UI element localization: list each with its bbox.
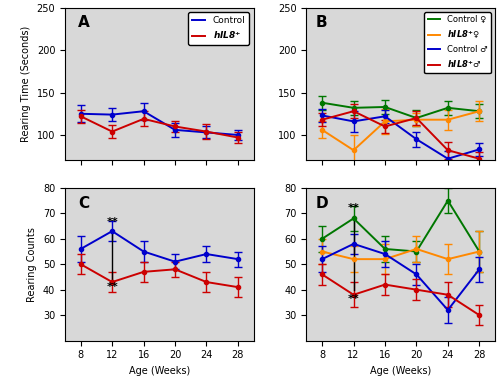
- Legend: Control ♀, $\bfit{h}$$\bfit{IL8}$$^{\bfit{+}}$♀, Control ♂, $\bfit{h}$$\bfit{IL8: Control ♀, $\bfit{h}$$\bfit{IL8}$$^{\bfi…: [424, 12, 491, 74]
- Text: **: **: [106, 282, 118, 292]
- Text: D: D: [316, 195, 328, 211]
- Text: C: C: [78, 195, 90, 211]
- Text: **: **: [348, 295, 360, 305]
- Text: **: **: [106, 217, 118, 227]
- X-axis label: Age (Weeks): Age (Weeks): [128, 366, 190, 376]
- Y-axis label: Rearing Counts: Rearing Counts: [28, 227, 38, 301]
- Legend: Control, $\bfit{h}$$\bfit{IL8}$$^{\bfit{+}}$: Control, $\bfit{h}$$\bfit{IL8}$$^{\bfit{…: [188, 12, 249, 45]
- Y-axis label: Rearing Time (Seconds): Rearing Time (Seconds): [21, 26, 31, 142]
- Text: A: A: [78, 15, 90, 30]
- Text: B: B: [316, 15, 328, 30]
- X-axis label: Age (Weeks): Age (Weeks): [370, 366, 432, 376]
- Text: **: **: [348, 203, 360, 213]
